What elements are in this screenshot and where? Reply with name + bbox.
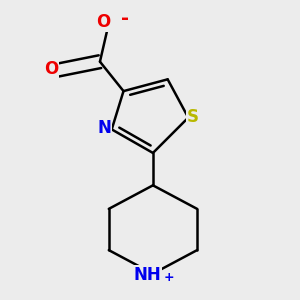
Text: NH: NH <box>133 266 161 284</box>
Text: O: O <box>44 60 58 78</box>
Text: S: S <box>187 108 199 126</box>
Text: -: - <box>121 10 129 28</box>
Text: O: O <box>96 13 110 31</box>
Text: N: N <box>98 119 111 137</box>
Text: +: + <box>164 271 175 284</box>
